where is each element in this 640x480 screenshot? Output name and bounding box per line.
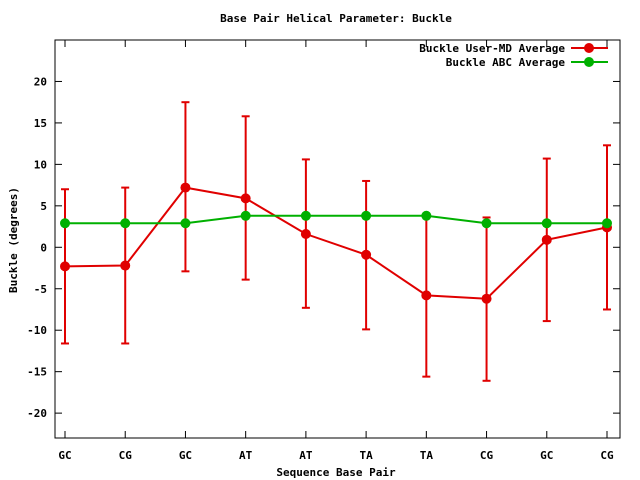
y-tick-label: 20 bbox=[34, 75, 47, 88]
data-point bbox=[240, 210, 251, 221]
x-tick-label: GC bbox=[179, 449, 192, 462]
y-tick-label: 15 bbox=[34, 117, 47, 130]
data-point bbox=[481, 293, 492, 304]
series-line bbox=[65, 214, 607, 225]
y-tick-label: -10 bbox=[27, 324, 47, 337]
x-axis-label: Sequence Base Pair bbox=[276, 466, 396, 479]
data-point bbox=[361, 210, 372, 221]
x-axis: GC CG GC AT AT TA TA CG GC CG bbox=[58, 40, 614, 462]
data-point bbox=[120, 218, 131, 229]
legend-label: Buckle ABC Average bbox=[446, 56, 566, 69]
x-tick-label: AT bbox=[299, 449, 313, 462]
x-tick-label: CG bbox=[480, 449, 494, 462]
legend-marker bbox=[584, 43, 594, 53]
data-point bbox=[541, 234, 552, 245]
legend-marker bbox=[584, 57, 594, 67]
data-point bbox=[300, 229, 311, 240]
data-point bbox=[361, 249, 372, 260]
series-1 bbox=[60, 210, 612, 229]
y-tick-label: -20 bbox=[27, 407, 47, 420]
y-tick-label: 10 bbox=[34, 158, 47, 171]
data-point bbox=[481, 218, 492, 229]
y-tick-label: -5 bbox=[34, 283, 47, 296]
data-point bbox=[421, 210, 432, 221]
data-point bbox=[60, 261, 70, 272]
series-line bbox=[64, 186, 608, 300]
data-point bbox=[240, 193, 251, 204]
data-point bbox=[541, 218, 552, 229]
legend-entry-0: Buckle User-MD Average bbox=[419, 42, 608, 55]
x-tick-label: TA bbox=[420, 449, 434, 462]
y-tick-label: -15 bbox=[27, 366, 47, 379]
y-axis-label: Buckle (degrees) bbox=[7, 187, 20, 293]
chart-title: Base Pair Helical Parameter: Buckle bbox=[220, 12, 452, 25]
x-tick-label: AT bbox=[239, 449, 253, 462]
legend-entry-1: Buckle ABC Average bbox=[446, 56, 608, 69]
legend-label: Buckle User-MD Average bbox=[419, 42, 565, 55]
data-point bbox=[421, 290, 432, 301]
series-0 bbox=[60, 101, 612, 382]
data-point bbox=[120, 260, 131, 271]
data-point bbox=[602, 218, 612, 229]
x-tick-label: GC bbox=[540, 449, 553, 462]
plot-frame bbox=[54, 39, 621, 439]
series-layer bbox=[60, 101, 612, 382]
x-tick-label: CG bbox=[600, 449, 614, 462]
x-tick-label: CG bbox=[119, 449, 133, 462]
x-tick-label: GC bbox=[58, 449, 71, 462]
data-point bbox=[180, 218, 191, 229]
data-point bbox=[300, 210, 311, 221]
x-tick-label: TA bbox=[359, 449, 373, 462]
data-point bbox=[60, 218, 70, 229]
y-axis: -20 -15 -10 -5 0 5 10 15 20 bbox=[27, 75, 620, 420]
y-tick-label: 5 bbox=[40, 200, 47, 213]
y-tick-label: 0 bbox=[40, 241, 47, 254]
data-point bbox=[180, 182, 191, 193]
